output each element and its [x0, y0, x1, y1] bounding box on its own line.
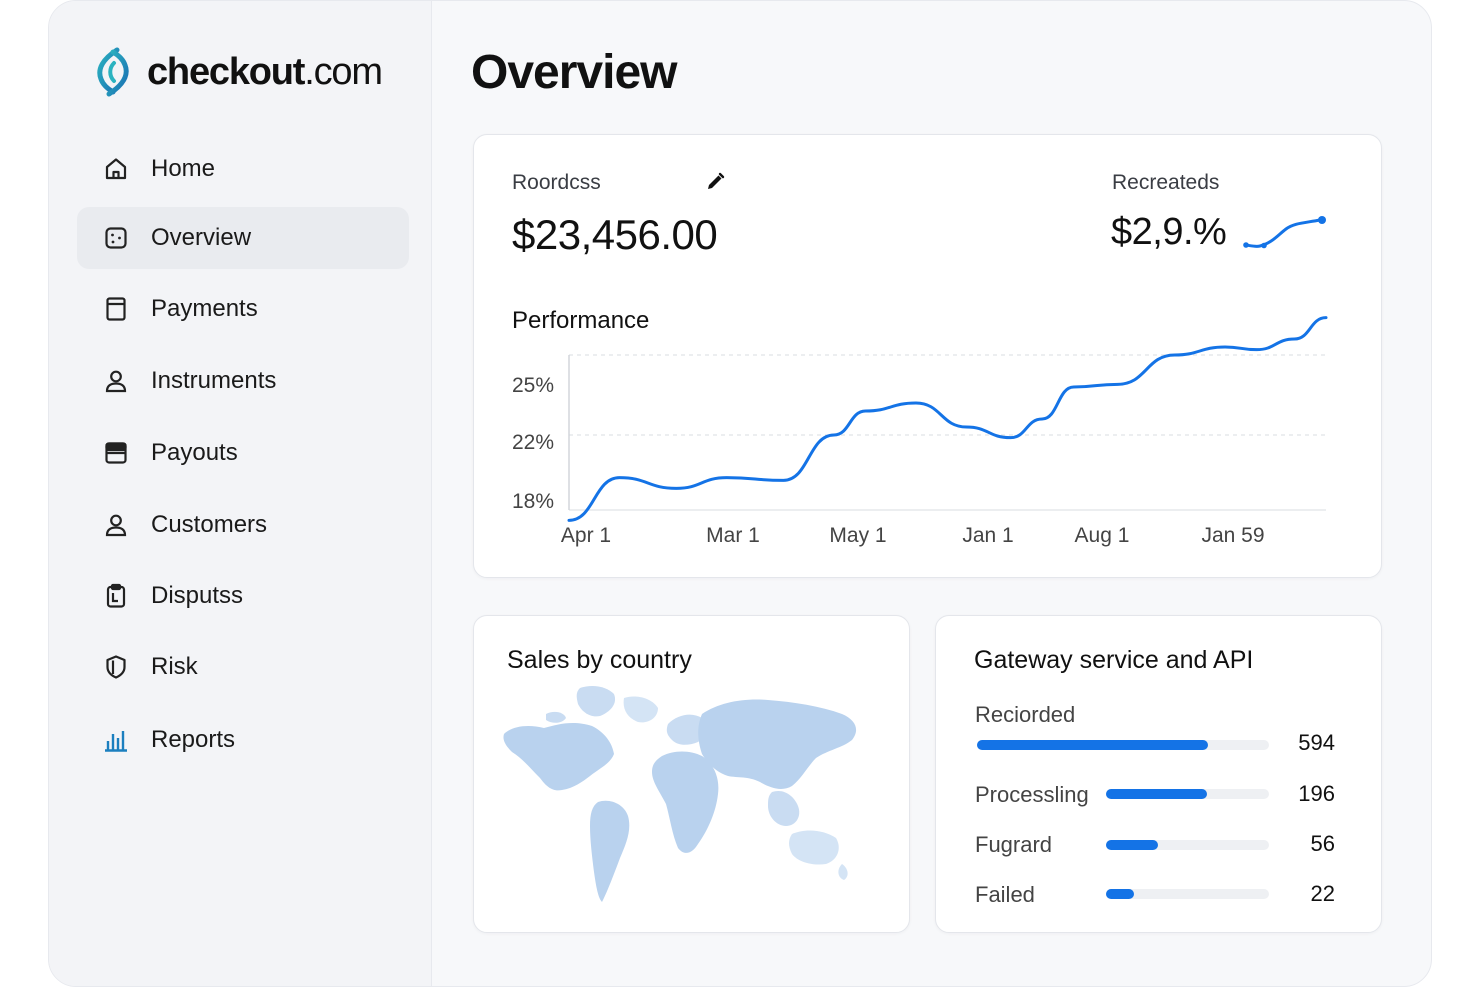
series-line — [567, 316, 1328, 522]
sidebar-item-disputes[interactable]: Disputss — [77, 565, 409, 627]
user-icon — [101, 510, 131, 540]
sidebar-item-label: Disputss — [151, 582, 244, 609]
x-tick-label: Mar 1 — [706, 524, 760, 547]
x-tick-label: Jan 1 — [962, 524, 1013, 547]
progress-fill — [977, 740, 1208, 750]
sidebar-item-instruments[interactable]: Instruments — [77, 350, 409, 412]
payouts-icon — [101, 438, 131, 468]
gateway-row-value: 56 — [1310, 831, 1335, 856]
sidebar-item-home[interactable]: Home — [77, 138, 409, 200]
progress-bar — [977, 740, 1269, 750]
metric-left-label: Roordcss — [512, 171, 601, 194]
sparkline — [1243, 216, 1326, 249]
gateway-row-label: Fugrard — [975, 832, 1053, 857]
user-icon — [101, 366, 131, 396]
sidebar-item-label: Payouts — [151, 439, 238, 466]
gateway-card: Gateway service and API Reciorded 594 Pr… — [935, 615, 1382, 933]
x-tick-label: May 1 — [829, 524, 886, 547]
payments-icon — [101, 294, 131, 324]
sidebar-item-label: Risk — [151, 653, 198, 680]
x-tick-label: Jan 59 — [1201, 524, 1264, 547]
y-tick-label: 22% — [512, 431, 554, 454]
logo-icon — [97, 47, 129, 97]
y-tick-label: 25% — [512, 374, 554, 397]
shield-icon — [101, 652, 131, 682]
brand-name: checkout.com — [147, 50, 383, 93]
clipboard-icon — [101, 581, 131, 611]
sidebar-item-reports[interactable]: Reports — [77, 709, 409, 771]
progress-bar — [1106, 889, 1269, 899]
sidebar-item-label: Reports — [151, 726, 236, 753]
gateway-row-label: Failed — [975, 882, 1035, 907]
sidebar-item-payouts[interactable]: Payouts — [77, 422, 409, 484]
card-title: Sales by country — [507, 646, 692, 674]
sidebar-item-label: Instruments — [151, 367, 277, 394]
gateway-row-value: 196 — [1298, 781, 1335, 806]
main-content: Overview Roordcss $23,456.00 Recreateds … — [433, 1, 1431, 986]
world-map[interactable] — [502, 684, 864, 914]
progress-bar — [1106, 840, 1269, 850]
y-tick-label: 18% — [512, 490, 554, 513]
sidebar-item-label: Customers — [151, 511, 268, 538]
sidebar-item-risk[interactable]: Risk — [77, 636, 409, 698]
metric-right-value: $2,9.% — [1111, 211, 1227, 253]
progress-fill — [1106, 789, 1208, 799]
progress-fill — [1106, 889, 1134, 899]
home-icon — [101, 154, 131, 184]
progress-fill — [1106, 840, 1159, 850]
metric-left-value: $23,456.00 — [512, 211, 718, 258]
gateway-row-label: Reciorded — [975, 702, 1076, 727]
overview-icon — [101, 223, 131, 253]
performance-card: Roordcss $23,456.00 Recreateds $2,9.% Pe… — [473, 134, 1382, 578]
brand-logo[interactable]: checkout.com — [93, 47, 383, 97]
gateway-row-value: 594 — [1298, 730, 1335, 755]
gateway-row-label: Processling — [975, 782, 1089, 807]
sidebar-item-label: Overview — [151, 224, 252, 251]
x-tick-label: Apr 1 — [561, 524, 611, 547]
card-title: Gateway service and API — [974, 646, 1254, 674]
sales-by-country-card: Sales by country — [473, 615, 910, 933]
x-tick-label: Aug 1 — [1075, 524, 1130, 547]
performance-chart: 25% 22% 18% Apr 1 Mar 1 May 1 Jan 1 Aug 1 Jan 59 — [512, 316, 1328, 547]
pencil-icon[interactable] — [704, 171, 726, 193]
sidebar-item-customers[interactable]: Customers — [77, 494, 409, 556]
bar-chart-icon — [101, 725, 131, 755]
chart-title: Performance — [512, 307, 650, 334]
sidebar-item-payments[interactable]: Payments — [77, 278, 409, 340]
sidebar-item-label: Payments — [151, 295, 258, 322]
sidebar-item-overview[interactable]: Overview — [77, 207, 409, 269]
gateway-row-value: 22 — [1310, 881, 1335, 906]
app-window: checkout.com Home Overview Payments Inst — [48, 0, 1432, 987]
sidebar: checkout.com Home Overview Payments Inst — [49, 1, 432, 986]
progress-bar — [1106, 789, 1269, 799]
metric-right-label: Recreateds — [1112, 171, 1220, 194]
page-title: Overview — [471, 46, 677, 99]
sidebar-item-label: Home — [151, 155, 216, 182]
